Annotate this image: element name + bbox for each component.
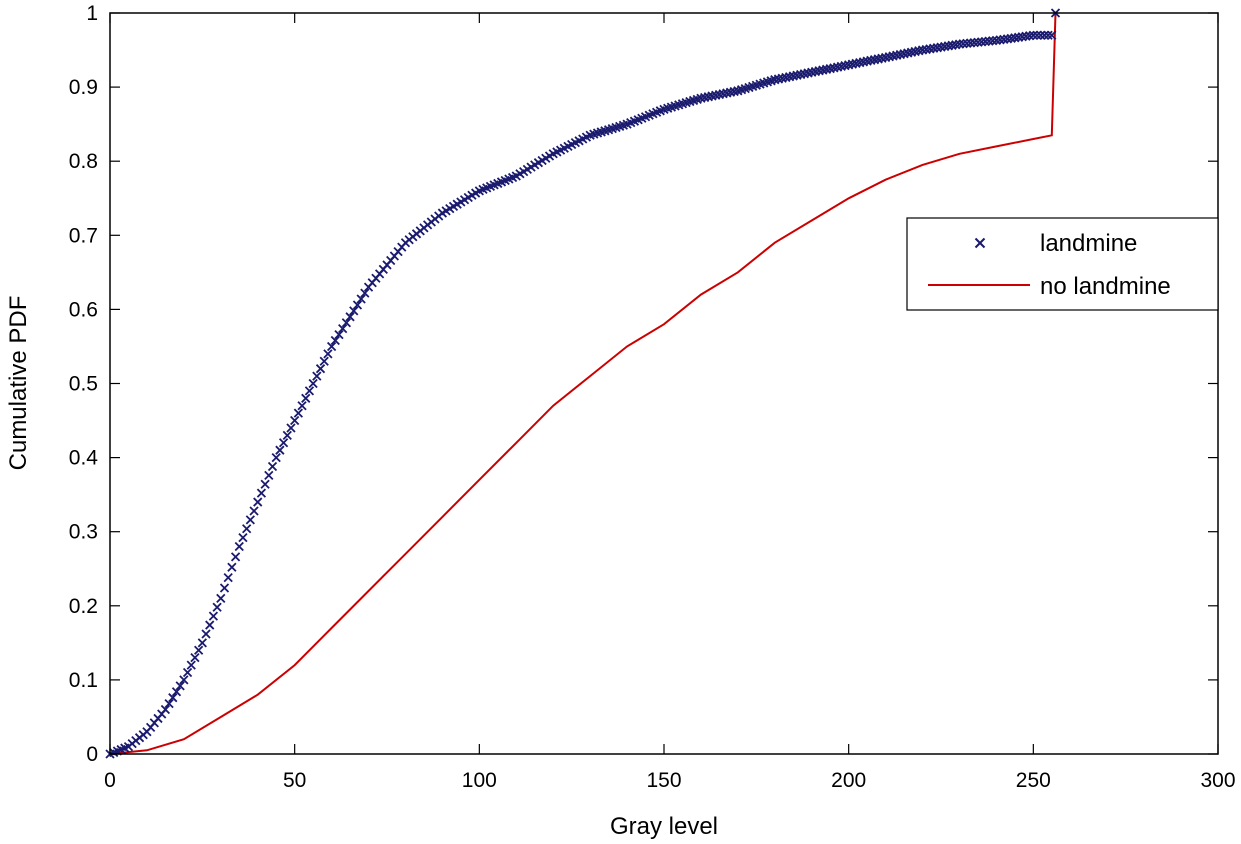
data-point-landmine [275, 445, 285, 455]
data-point-landmine [1028, 30, 1038, 40]
data-point-landmine [168, 693, 178, 703]
data-point-landmine [349, 306, 359, 316]
data-point-landmine [212, 602, 222, 612]
plot-frame [109, 12, 1219, 755]
x-tick-label: 250 [1016, 769, 1051, 792]
y-tick-label: 1 [86, 2, 98, 25]
y-axis-title: Cumulative PDF [5, 296, 32, 471]
y-tick-label: 0.9 [69, 76, 98, 99]
data-point-landmine [182, 667, 193, 678]
data-point-landmine [230, 552, 241, 562]
data-point-landmine [256, 488, 267, 498]
tick-label-layer: 0 50 100 150 200 250 300 0 0.1 0.2 0.3 0.4 0.5 0.6 0.7… [69, 2, 1236, 792]
x-tick-label: 200 [831, 769, 866, 792]
data-point-landmine [238, 532, 248, 543]
x-tick-label: 300 [1200, 769, 1235, 792]
data-point-landmine [175, 681, 185, 691]
y-tick-label: 0.4 [69, 447, 99, 470]
y-tick-label: 0.5 [69, 373, 98, 396]
data-point-landmine [286, 423, 296, 433]
data-point-landmine [308, 378, 318, 389]
data-point-landmine [326, 341, 337, 352]
legend: landmine no landmine [906, 217, 1219, 311]
data-point-landmine [304, 386, 315, 396]
data-point-landmine [1032, 30, 1042, 40]
data-point-landmine [264, 470, 274, 481]
data-point-landmine [171, 687, 182, 697]
data-point-landmine [194, 645, 204, 655]
y-tick-label: 0.7 [69, 224, 98, 247]
data-point-landmine [260, 479, 270, 489]
y-tick-label: 0.2 [69, 595, 98, 618]
data-point-landmine [278, 438, 289, 448]
data-point-landmine [253, 497, 263, 507]
data-point-landmine [249, 506, 259, 516]
data-point-landmine [1036, 30, 1046, 40]
data-point-landmine [293, 408, 303, 418]
data-point-landmine [315, 364, 326, 374]
legend-box [906, 217, 1219, 311]
y-tick-label: 0 [86, 743, 98, 766]
x-tick-label: 50 [283, 769, 306, 792]
data-point-landmine [201, 629, 211, 639]
data-point-landmine [290, 415, 300, 426]
data-point-landmine [223, 573, 233, 583]
data-point-landmine [356, 294, 366, 304]
data-point-landmine [360, 288, 370, 298]
data-point-landmine [338, 324, 348, 334]
data-point-landmine [219, 583, 230, 593]
data-point-landmine [330, 335, 340, 346]
y-tick-label: 0.3 [69, 521, 98, 544]
data-point-landmine [242, 524, 252, 534]
data-point-landmine [301, 393, 311, 403]
data-point-landmine [1039, 30, 1050, 40]
data-point-landmine [245, 515, 255, 525]
data-point-landmine [282, 430, 292, 441]
legend-label-landmine: landmine [1040, 230, 1137, 257]
data-point-landmine [297, 401, 307, 411]
data-point-landmine [216, 593, 226, 604]
data-point-landmine [267, 461, 278, 472]
plot-background [110, 13, 1218, 754]
data-point-landmine [352, 300, 363, 310]
y-tick-label: 0.8 [69, 150, 98, 173]
data-point-landmine [205, 620, 215, 630]
data-point-landmine [271, 452, 281, 463]
data-point-landmine [197, 638, 207, 648]
data-point-landmine [208, 611, 219, 621]
data-point-landmine [234, 541, 244, 552]
data-point-landmine [345, 312, 355, 322]
data-point-landmine [334, 329, 344, 340]
data-point-landmine [164, 698, 174, 709]
x-axis-title: Gray level [610, 813, 718, 840]
y-tick-label: 0.1 [69, 669, 98, 692]
series-line-no-landmine [109, 12, 1057, 755]
data-point-landmine [227, 562, 237, 572]
data-point-landmine [1047, 30, 1057, 40]
legend-marker-landmine [974, 237, 986, 249]
data-point-landmine [341, 318, 352, 328]
data-point-landmine [190, 653, 200, 663]
data-point-landmine [323, 349, 333, 359]
data-point-landmine [1043, 30, 1053, 40]
series-markers-landmine [105, 8, 1061, 759]
data-point-landmine [179, 675, 189, 685]
x-tick-label: 150 [646, 769, 681, 792]
y-tick-label: 0.6 [69, 298, 98, 321]
data-point-landmine [319, 356, 329, 366]
data-point-landmine [186, 660, 196, 670]
x-tick-label: 100 [462, 769, 497, 792]
data-point-landmine [312, 371, 322, 381]
data-point-landmine [160, 704, 171, 715]
x-tick-label: 0 [104, 769, 116, 792]
series-layer [105, 8, 1061, 759]
legend-label-no-landmine: no landmine [1040, 273, 1171, 300]
